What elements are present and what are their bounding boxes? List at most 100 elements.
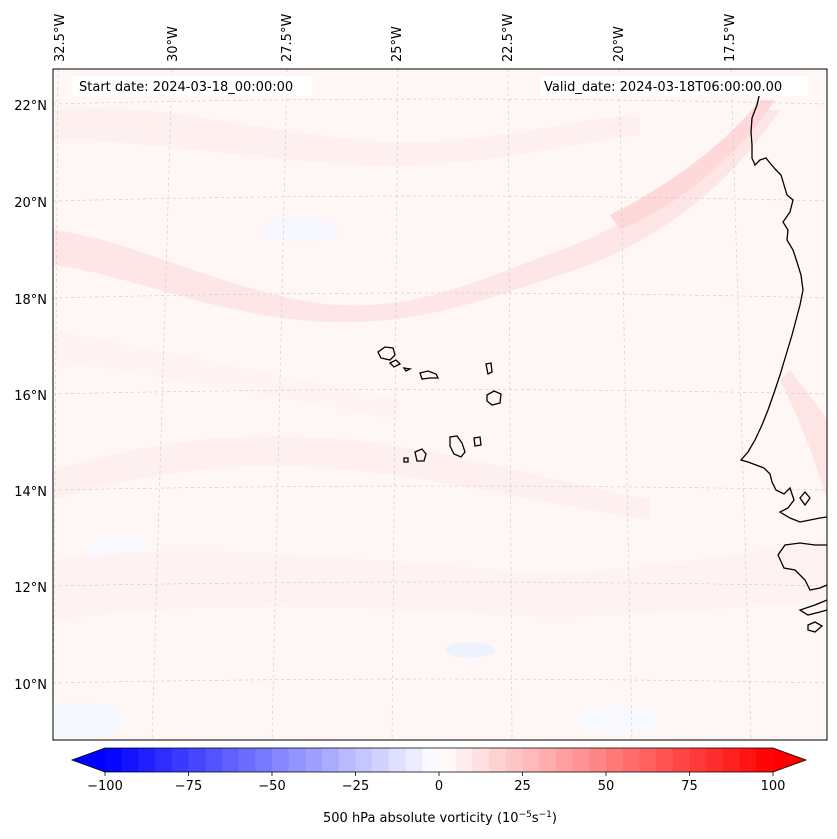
lon-label: 20°W: [612, 26, 627, 62]
meridian-gridline: [618, 69, 633, 740]
colorbar-tick-label: −25: [342, 779, 369, 794]
lat-label: 12°N: [14, 581, 47, 596]
colorbar-cell: [622, 748, 640, 772]
island-santo-antao: [377, 346, 396, 361]
colorbar-cell: [606, 748, 624, 772]
colorbar-ticks: −100 −75 −50 −25 0 25 50 75 100: [87, 772, 785, 794]
colorbar-cell: [722, 748, 740, 772]
island-boa-vista: [486, 390, 502, 406]
colorbar-cell: [372, 748, 390, 772]
colorbar-cell: [689, 748, 707, 772]
colorbar-cell: [656, 748, 674, 772]
colorbar-cell: [522, 748, 540, 772]
meridian-gridline: [151, 69, 173, 740]
colorbar: −100 −75 −50 −25 0 25 50 75 100 500 hPa absolute…: [70, 747, 808, 826]
lat-label: 22°N: [14, 99, 47, 114]
colorbar-high-extension: [773, 748, 806, 772]
colorbar-cell: [288, 748, 306, 772]
colorbar-cell: [455, 748, 473, 772]
colorbar-cell: [706, 748, 724, 772]
parallel-gridline: [53, 98, 827, 105]
colorbar-cell: [756, 748, 774, 772]
parallel-gridline: [53, 389, 827, 395]
vorticity-field: [53, 100, 827, 738]
island-sao-nicolau: [419, 370, 440, 380]
colorbar-cell: [205, 748, 223, 772]
parallel-gridline: [53, 485, 827, 491]
colorbar-tick-label: 50: [598, 779, 615, 794]
africa-coastline: [777, 542, 827, 591]
colorbar-cell: [439, 748, 457, 772]
colorbar-cell: [472, 748, 490, 772]
lon-label: 32.5°W: [53, 14, 68, 62]
vorticity-patch: [260, 218, 340, 242]
colorbar-tick-label: 100: [761, 779, 786, 794]
island-santiago: [449, 435, 466, 458]
island-fogo: [414, 448, 427, 462]
colorbar-cell: [305, 748, 323, 772]
colorbar-cell: [539, 748, 557, 772]
latitude-labels: 22°N 20°N 18°N 16°N 14°N 12°N 10°N: [14, 99, 47, 693]
africa-coastline: [798, 599, 827, 616]
valid-date-box: [540, 76, 808, 96]
lon-label: 27.5°W: [280, 14, 295, 62]
lon-label: 25°W: [390, 26, 405, 62]
colorbar-cell: [422, 748, 440, 772]
colorbar-cell: [322, 748, 340, 772]
start-date-box: [72, 76, 312, 96]
lat-label: 10°N: [14, 678, 47, 693]
parallel-gridline: [53, 678, 827, 684]
colorbar-tick-label: 25: [514, 779, 531, 794]
colorbar-cell: [138, 748, 156, 772]
parallel-gridline: [53, 581, 827, 587]
island-sao-vicente: [388, 359, 402, 368]
colorbar-cell: [639, 748, 657, 772]
parallel-gridline: [53, 292, 827, 299]
colorbar-cell: [238, 748, 256, 772]
colorbar-tick-label: 0: [435, 779, 443, 794]
lat-label: 16°N: [14, 389, 47, 404]
island-santa-luzia: [402, 367, 413, 372]
colorbar-cell: [255, 748, 273, 772]
vorticity-band: [53, 436, 650, 520]
parallel-gridline: [53, 195, 827, 202]
meridian-gridline: [271, 69, 288, 740]
colorbar-low-extension: [72, 748, 105, 772]
colorbar-tick-label: 75: [681, 779, 698, 794]
colorbar-cell: [505, 748, 523, 772]
colorbar-cell: [272, 748, 290, 772]
colorbar-cell: [221, 748, 239, 772]
vorticity-band: [53, 107, 640, 166]
africa-coastline: [739, 91, 827, 523]
lat-label: 18°N: [14, 293, 47, 308]
vorticity-patch: [445, 642, 495, 658]
map-panel: Start date: 2024-03-18_00:00:00 Valid_da…: [14, 14, 828, 741]
colorbar-cell: [188, 748, 206, 772]
lon-label: 30°W: [166, 26, 181, 62]
valid-date-label: Valid_date: 2024-03-18T06:00:00.00: [544, 80, 782, 95]
meridian-gridline: [730, 69, 752, 740]
vorticity-patch: [580, 706, 660, 734]
colorbar-cell: [739, 748, 757, 772]
meridian-gridline: [53, 69, 59, 740]
longitude-labels: 32.5°W 30°W 27.5°W 25°W 22.5°W 20°W 17.5…: [53, 14, 738, 62]
coastlines: [377, 91, 827, 633]
island-sal: [485, 362, 493, 375]
map-frame: [52, 68, 828, 741]
africa-coastline: [807, 621, 824, 633]
meridian-gridline: [391, 69, 399, 740]
colorbar-cell: [155, 748, 173, 772]
colorbar-cell: [388, 748, 406, 772]
colorbar-tick-label: −100: [87, 779, 123, 794]
colorbar-cell: [121, 748, 139, 772]
colorbar-label: 500 hPa absolute vorticity (10−5s−1): [323, 810, 557, 826]
vorticity-band: [780, 370, 827, 500]
colorbar-cell: [489, 748, 507, 772]
island-maio: [473, 436, 482, 447]
lat-label: 20°N: [14, 196, 47, 211]
colorbar-cell: [555, 748, 573, 772]
colorbar-cell: [572, 748, 590, 772]
africa-coastline: [799, 490, 811, 507]
vorticity-band: [53, 540, 827, 620]
